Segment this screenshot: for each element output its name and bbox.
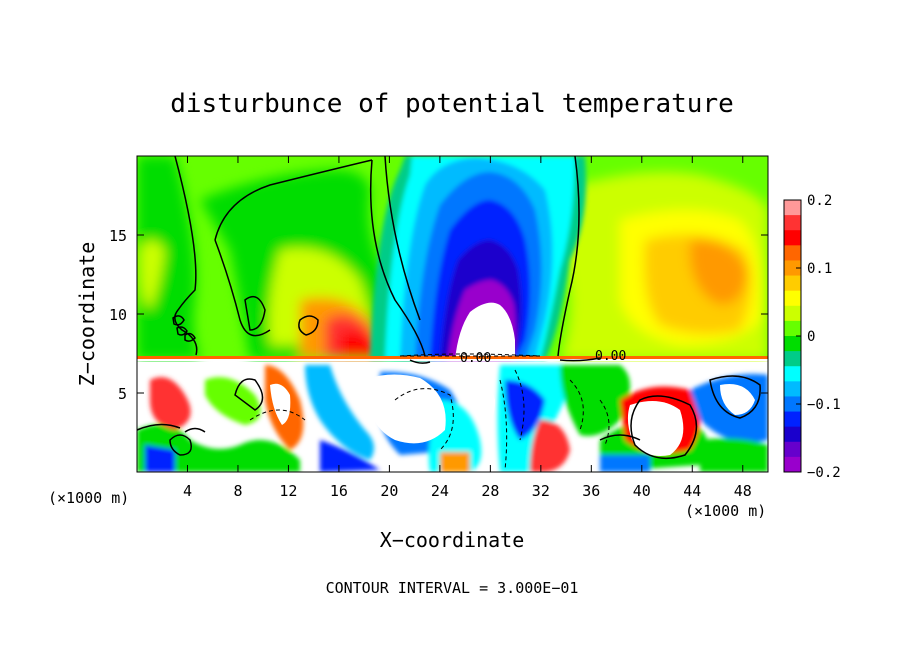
colorbar-segment: [784, 396, 801, 413]
colorbar-segment: [784, 336, 801, 352]
colorbar: [784, 200, 801, 473]
colorbar-segment: [784, 200, 801, 216]
x-tick-label-8: 8: [233, 482, 242, 500]
colorbar-segment: [784, 411, 801, 428]
y-axis-label: Z−coordinate: [75, 242, 99, 387]
colorbar-segment: [784, 290, 801, 307]
x-axis-label: X−coordinate: [380, 528, 525, 552]
plot-area: 0.00 0.00: [137, 156, 768, 472]
x-tick-label-40: 40: [633, 482, 651, 500]
dashed-contours: [249, 353, 610, 471]
colorbar-segment: [784, 351, 801, 367]
colorbar-segment: [784, 260, 801, 277]
cold-core: [455, 302, 515, 360]
chart-title: disturbunce of potential temperature: [170, 89, 734, 119]
upper-field-shading: [137, 156, 768, 360]
y-axis: 5 10 15: [109, 227, 768, 403]
colorbar-tick-label: 0.1: [807, 261, 832, 277]
x-unit-left: (×1000 m): [48, 489, 129, 507]
colorbar-tick-label: −0.2: [807, 465, 841, 481]
y-tick-label-5: 5: [118, 385, 127, 403]
colorbar-ticks: 0.2 0.1 0 −0.1 −0.2: [796, 193, 841, 481]
x-tick-label-28: 28: [481, 482, 499, 500]
contour-interval: CONTOUR INTERVAL = 3.000E−01: [326, 579, 579, 597]
colorbar-tick-label: −0.1: [807, 397, 841, 413]
colorbar-segment: [784, 456, 801, 473]
x-tick-label-36: 36: [582, 482, 600, 500]
x-tick-label-20: 20: [380, 482, 398, 500]
x-tick-label-12: 12: [279, 482, 297, 500]
contour-label-2: 0.00: [595, 349, 626, 364]
colorbar-segment: [784, 275, 801, 292]
colorbar-segment: [784, 366, 801, 382]
x-axis: 4 8 12 16 20 24 28 32 36 40 44 48: [183, 156, 752, 500]
colorbar-tick-label: 0: [807, 329, 815, 345]
x-tick-label-16: 16: [330, 482, 348, 500]
x-tick-label-24: 24: [431, 482, 449, 500]
x-tick-label-32: 32: [532, 482, 550, 500]
colorbar-segment: [784, 441, 801, 458]
colorbar-segment: [784, 426, 801, 443]
contour-label-1: 0.00: [460, 351, 491, 366]
white-patches: [270, 374, 755, 456]
x-tick-label-44: 44: [683, 482, 701, 500]
colorbar-segment: [784, 215, 801, 231]
colorbar-segment: [784, 320, 801, 337]
interface-band: [137, 356, 768, 359]
y-tick-label-15: 15: [109, 227, 127, 245]
colorbar-segment: [784, 381, 801, 397]
contour-labels: 0.00 0.00: [460, 349, 626, 366]
colorbar-tick-label: 0.2: [807, 193, 832, 209]
colorbar-segment: [784, 305, 801, 322]
x-tick-label-4: 4: [183, 482, 192, 500]
contour-lines: [137, 156, 761, 460]
colorbar-segment: [784, 245, 801, 261]
y-tick-label-10: 10: [109, 306, 127, 324]
x-tick-label-48: 48: [734, 482, 752, 500]
colorbar-segment: [784, 230, 801, 246]
x-unit-right: (×1000 m): [685, 502, 766, 520]
